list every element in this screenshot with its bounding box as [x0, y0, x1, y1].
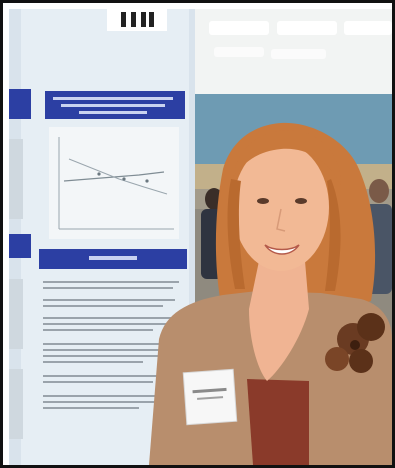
photo-illustration [9, 9, 392, 465]
presenter [149, 122, 392, 465]
name-badge [182, 368, 238, 426]
flower-brooch [325, 313, 385, 373]
photo-scene [9, 9, 392, 465]
